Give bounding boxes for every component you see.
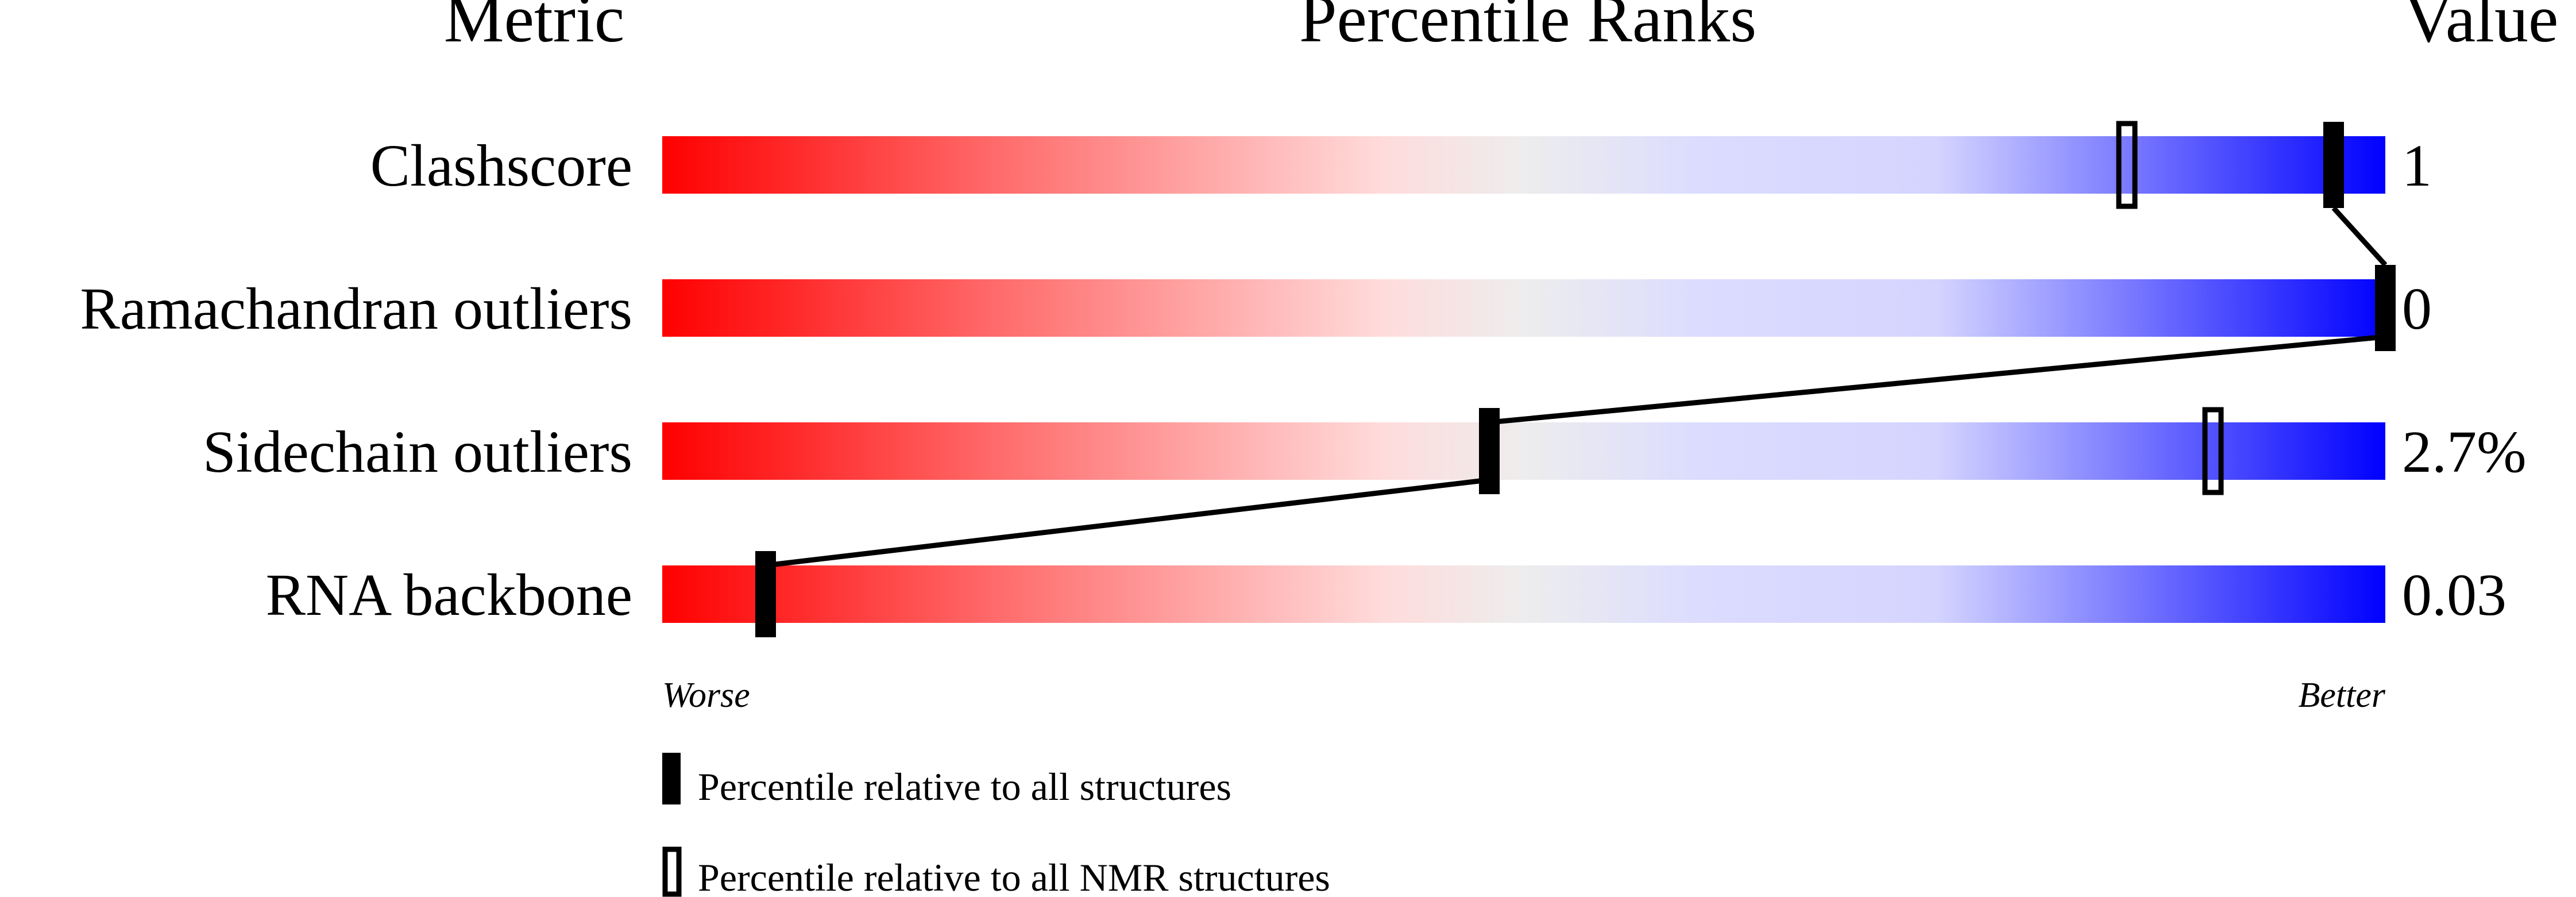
all-percentile-marker xyxy=(2375,265,2396,351)
metric-label: Ramachandran outliers xyxy=(80,276,632,342)
metric-value: 1 xyxy=(2402,133,2432,199)
metric-label: Clashscore xyxy=(370,133,632,199)
legend-label-all: Percentile relative to all structures xyxy=(698,765,1231,809)
percentile-bar xyxy=(662,422,2385,480)
legend-label-nmr: Percentile relative to all NMR structure… xyxy=(698,856,1330,897)
connector-line xyxy=(1489,334,2386,425)
header-metric: Metric xyxy=(444,0,625,56)
metric-value: 0 xyxy=(2402,276,2432,342)
nmr-percentile-marker xyxy=(2116,121,2138,209)
legend-filled-marker-icon xyxy=(662,753,681,804)
connector-line xyxy=(765,477,1490,568)
percentile-bar xyxy=(662,279,2385,337)
connector-line xyxy=(2331,206,2388,267)
metric-label: RNA backbone xyxy=(266,562,632,628)
nmr-percentile-marker xyxy=(2202,407,2224,495)
metric-value: 0.03 xyxy=(2402,562,2507,628)
axis-label-worse: Worse xyxy=(662,676,750,715)
percentile-bar xyxy=(662,565,2385,623)
all-percentile-marker xyxy=(755,551,776,637)
header-percentile-ranks: Percentile Ranks xyxy=(1299,0,1756,56)
percentile-bar xyxy=(662,136,2385,194)
header-value: Value xyxy=(2404,0,2559,56)
metric-label: Sidechain outliers xyxy=(203,419,632,485)
axis-label-better: Better xyxy=(2299,676,2386,715)
all-percentile-marker xyxy=(1479,408,1500,494)
legend-open-marker-icon xyxy=(662,846,682,897)
metric-value: 2.7% xyxy=(2402,419,2527,485)
all-percentile-marker xyxy=(2323,122,2344,208)
